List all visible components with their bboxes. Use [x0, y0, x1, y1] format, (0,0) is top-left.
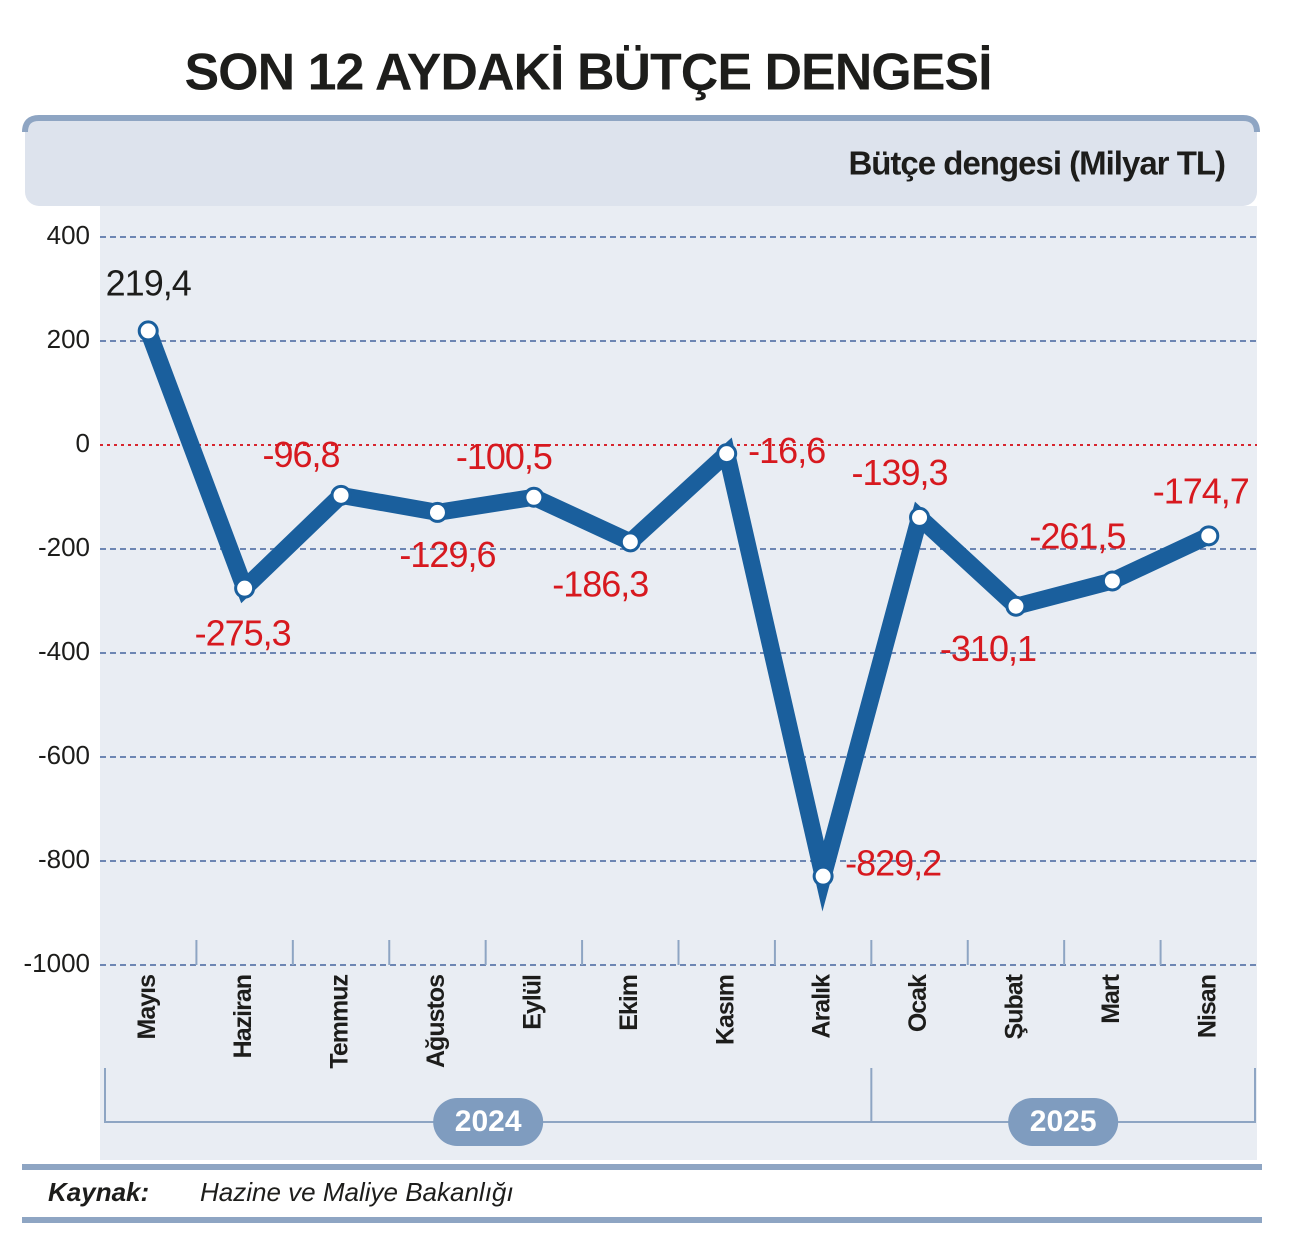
header-band: [25, 118, 1257, 206]
value-label: -100,5: [456, 436, 552, 477]
x-tick-label: Kasım: [711, 975, 739, 1045]
year-pill: [433, 1098, 544, 1146]
x-tick-label: Temmuz: [326, 975, 354, 1069]
year-bracket: [104, 1068, 1256, 1123]
value-label: -129,6: [399, 534, 495, 575]
data-point: [1101, 570, 1123, 592]
data-line: [140, 327, 1213, 912]
x-tick-label: Mayıs: [133, 975, 161, 1040]
value-label: -310,1: [940, 628, 1036, 669]
data-point: [1198, 525, 1220, 547]
y-tick-label: 200: [47, 324, 90, 354]
data-point: [426, 501, 448, 523]
y-tick-label: 0: [76, 428, 90, 458]
source-text: Hazine ve Maliye Bakanlığı: [200, 1177, 514, 1207]
y-tick-label: 400: [47, 220, 90, 250]
data-point: [137, 320, 159, 342]
header-border: [22, 115, 1260, 133]
value-label: -261,5: [1029, 515, 1125, 556]
value-label: -96,8: [263, 434, 340, 475]
y-tick-label: -600: [38, 740, 90, 770]
data-point: [716, 443, 738, 465]
year-pill: [1008, 1098, 1119, 1146]
value-label: -186,3: [552, 563, 648, 604]
x-tick-label: Ağustos: [422, 975, 450, 1068]
value-label: -139,3: [852, 452, 948, 493]
data-point: [909, 506, 931, 528]
value-label: 219,4: [106, 262, 191, 303]
data-point: [234, 577, 256, 599]
chart-title: SON 12 AYDAKİ BÜTÇE DENGESİ: [184, 44, 991, 102]
year-label: 2025: [1030, 1105, 1097, 1138]
value-label: -275,3: [195, 613, 291, 654]
chart-subtitle: Bütçe dengesi (Milyar TL): [848, 145, 1225, 182]
data-point: [330, 484, 352, 506]
plot-background: [100, 206, 1257, 1160]
data-point: [812, 865, 834, 887]
y-tick-label: -400: [38, 636, 90, 666]
value-label: -16,6: [748, 430, 825, 471]
data-point: [619, 531, 641, 553]
x-tick-label: Şubat: [1001, 973, 1029, 1039]
x-tick-label: Ekim: [615, 975, 643, 1031]
x-tick-label: Ocak: [904, 974, 932, 1032]
data-point: [523, 486, 545, 508]
x-tick-label: Aralık: [808, 974, 836, 1039]
y-tick-label: -1000: [24, 948, 91, 978]
x-tick-label: Mart: [1097, 973, 1125, 1023]
value-label: -829,2: [845, 843, 941, 884]
value-label: -174,7: [1153, 470, 1249, 511]
y-tick-label: -800: [38, 844, 90, 874]
y-tick-label: -200: [38, 532, 90, 562]
year-label: 2024: [455, 1105, 522, 1138]
x-tick-label: Nisan: [1193, 975, 1221, 1038]
x-tick-label: Haziran: [229, 975, 257, 1058]
source-label: Kaynak:: [48, 1177, 149, 1207]
x-tick-label: Eylül: [518, 975, 546, 1030]
data-point: [1005, 595, 1027, 617]
